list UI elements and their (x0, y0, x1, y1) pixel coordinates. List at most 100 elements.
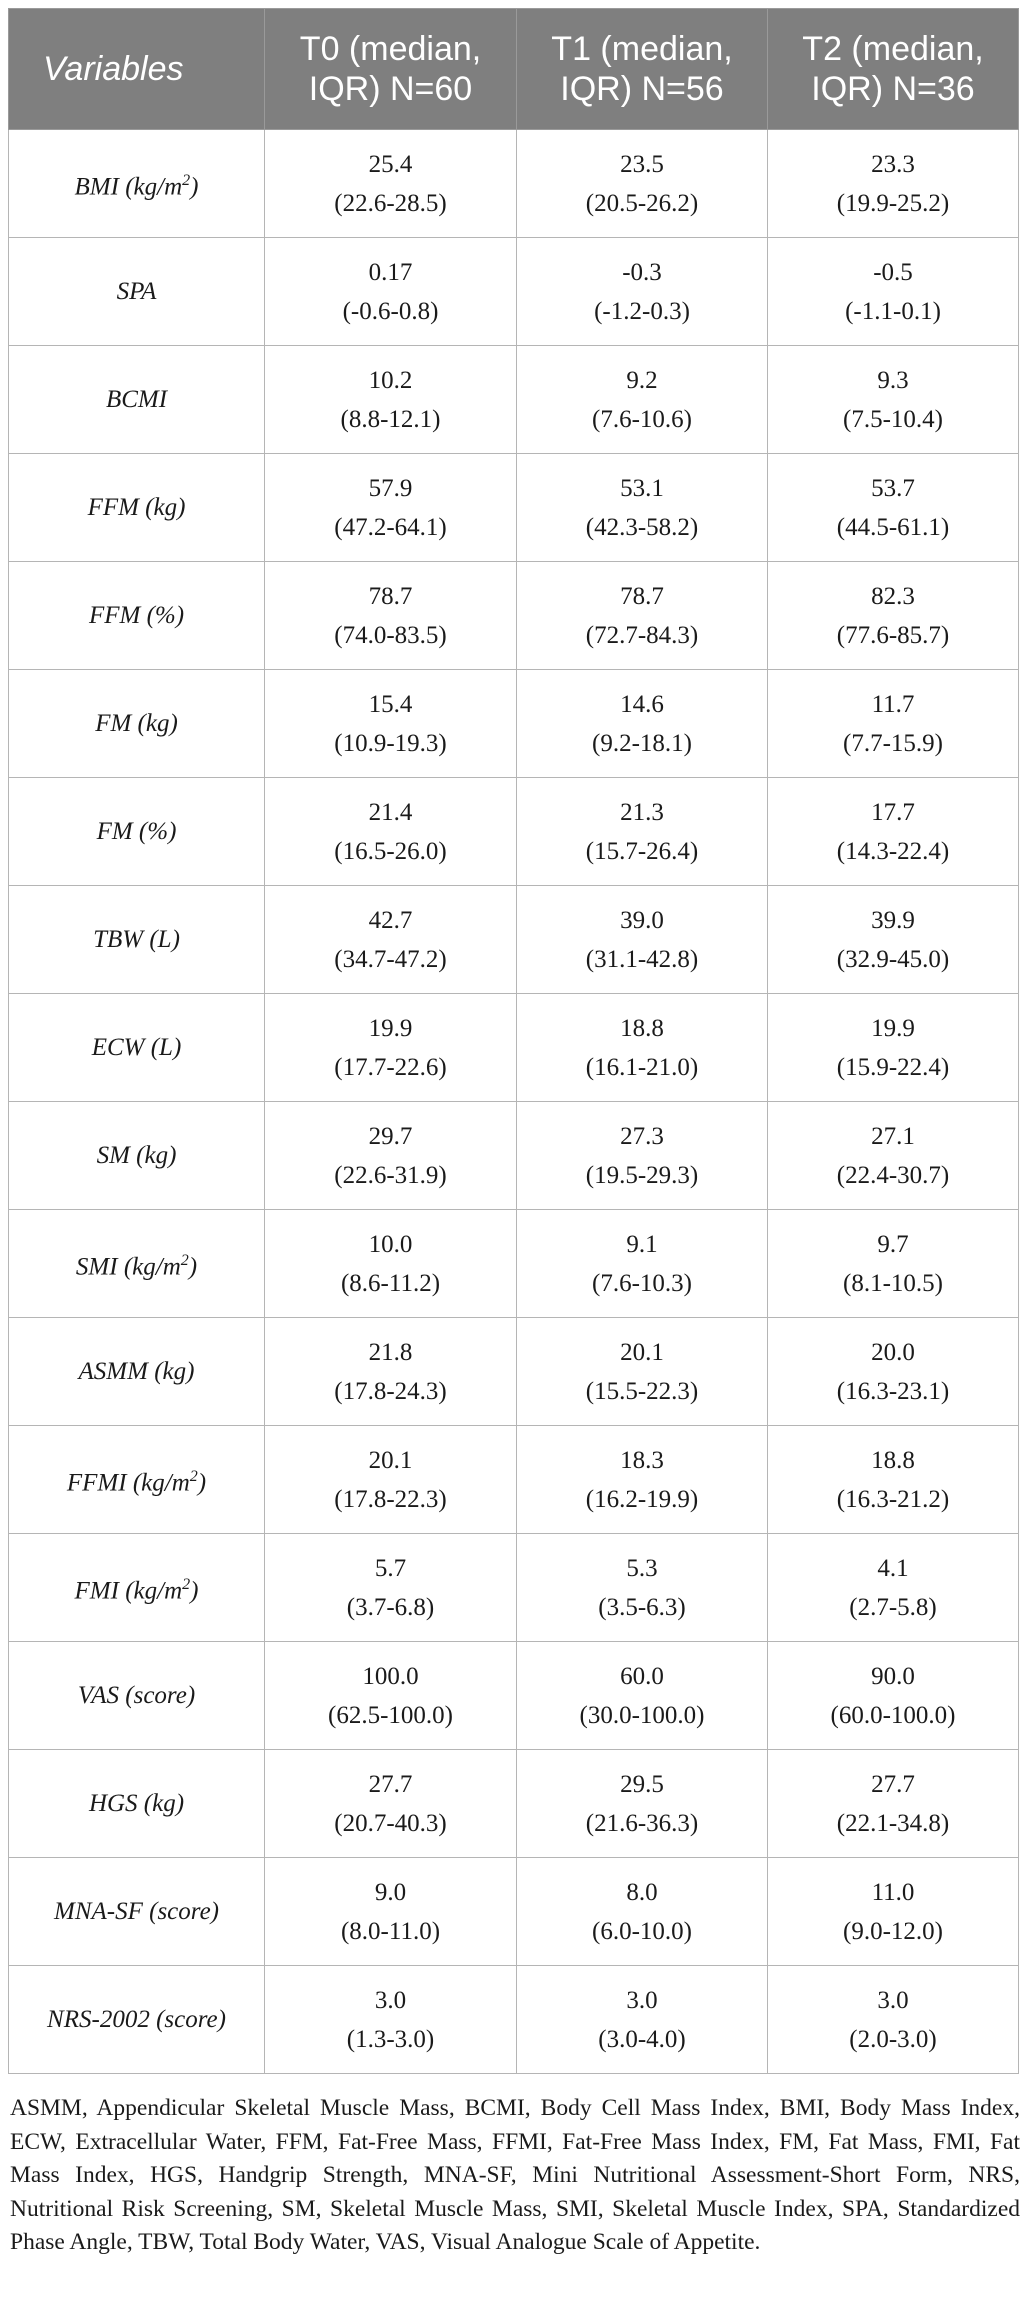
median-value: 11.0 (871, 1878, 915, 1906)
iqr-value: (17.8-24.3) (334, 1377, 447, 1405)
variable-cell: VAS (score) (8, 1641, 265, 1750)
variable-superscript: 2 (189, 1467, 198, 1485)
variable-label-end: ) (188, 1253, 198, 1281)
value-cell-t1: 5.3 (3.5-6.3) (516, 1533, 768, 1642)
iqr-value: (8.8-12.1) (340, 405, 441, 433)
value-cell-t1: 9.2 (7.6-10.6) (516, 345, 768, 454)
body-composition-table: Variables T0 (median, IQR) N=60 T1 (median,… (8, 8, 1019, 2074)
table-row: ECW (L) 19.9 (17.7-22.6) 18.8 (16.1-21.0) 19.… (8, 993, 1019, 1102)
iqr-value: (-0.6-0.8) (342, 297, 439, 325)
iqr-value: (8.0-11.0) (340, 1917, 441, 1945)
median-value: 9.2 (626, 366, 658, 394)
variable-label: FFM (kg) (87, 494, 186, 521)
iqr-value: (77.6-85.7) (836, 621, 950, 649)
median-value: 39.0 (620, 906, 664, 934)
value-cell-t0: 0.17 (-0.6-0.8) (264, 237, 517, 346)
value-cell-t1: 21.3 (15.7-26.4) (516, 777, 768, 886)
value-cell-t2: 9.3 (7.5-10.4) (767, 345, 1019, 454)
variable-cell: ECW (L) (8, 993, 265, 1102)
table-row: FM (%) 21.4 (16.5-26.0) 21.3 (15.7-26.4) 17.7… (8, 777, 1019, 886)
median-value: 4.1 (877, 1554, 909, 1582)
iqr-value: (74.0-83.5) (334, 621, 447, 649)
value-cell-t2: 18.8 (16.3-21.2) (767, 1425, 1019, 1534)
header-line: IQR) N=60 (308, 70, 473, 108)
variable-superscript: 2 (180, 1251, 189, 1269)
header-line: T0 (median, (299, 30, 482, 68)
iqr-value: (16.3-21.2) (836, 1485, 950, 1513)
iqr-value: (44.5-61.1) (836, 513, 950, 541)
value-cell-t1: 14.6 (9.2-18.1) (516, 669, 768, 778)
variable-label: VAS (score) (77, 1682, 196, 1709)
variable-label: SPA (116, 278, 157, 305)
median-value: 15.4 (368, 690, 413, 718)
value-cell-t0: 78.7 (74.0-83.5) (264, 561, 517, 670)
iqr-value: (20.7-40.3) (334, 1809, 447, 1837)
variable-cell: BCMI (8, 345, 265, 454)
median-value: 9.0 (374, 1878, 407, 1906)
value-cell-t1: 78.7 (72.7-84.3) (516, 561, 768, 670)
iqr-value: (62.5-100.0) (328, 1701, 453, 1729)
value-cell-t1: 18.3 (16.2-19.9) (516, 1425, 768, 1534)
value-cell-t0: 19.9 (17.7-22.6) (264, 993, 517, 1102)
value-cell-t0: 21.8 (17.8-24.3) (264, 1317, 517, 1426)
table-row: FFM (%) 78.7 (74.0-83.5) 78.7 (72.7-84.3) 82.… (8, 561, 1019, 670)
median-value: 39.9 (871, 906, 915, 934)
variable-cell: NRS-2002 (score) (8, 1965, 265, 2074)
median-value: 27.7 (368, 1770, 413, 1798)
value-cell-t2: 3.0 (2.0-3.0) (767, 1965, 1019, 2074)
variable-label-end: ) (190, 1577, 199, 1605)
median-value: 18.8 (871, 1446, 915, 1474)
value-cell-t2: 53.7 (44.5-61.1) (767, 453, 1019, 562)
median-value: 8.0 (626, 1878, 658, 1906)
header-line: IQR) N=36 (811, 70, 975, 108)
median-value: 9.7 (877, 1230, 909, 1258)
median-value: 53.1 (620, 474, 664, 502)
median-value: 20.0 (871, 1338, 915, 1366)
variable-label-end: ) (190, 173, 199, 201)
median-value: 9.3 (877, 366, 909, 394)
variable-cell: FMI (kg/m2) (8, 1533, 265, 1642)
value-cell-t0: 10.2 (8.8-12.1) (264, 345, 517, 454)
variable-cell: SM (kg) (8, 1101, 265, 1210)
value-cell-t2: 27.1 (22.4-30.7) (767, 1101, 1019, 1210)
iqr-value: (30.0-100.0) (579, 1701, 705, 1729)
variable-label: FM (%) (96, 818, 177, 845)
value-cell-t1: 9.1 (7.6-10.3) (516, 1209, 768, 1318)
variable-label: TBW (L) (93, 926, 180, 953)
value-cell-t0: 10.0 (8.6-11.2) (264, 1209, 517, 1318)
iqr-value: (7.7-15.9) (843, 729, 943, 757)
header-line: T2 (median, (802, 30, 984, 68)
variable-label: FM (kg) (95, 710, 178, 737)
median-value: 90.0 (871, 1662, 915, 1690)
variable-cell: TBW (L) (8, 885, 265, 994)
value-cell-t2: 27.7 (22.1-34.8) (767, 1749, 1019, 1858)
iqr-value: (-1.2-0.3) (594, 297, 690, 325)
value-cell-t2: 11.0 (9.0-12.0) (767, 1857, 1019, 1966)
median-value: 10.0 (368, 1230, 413, 1258)
value-cell-t1: 23.5 (20.5-26.2) (516, 129, 768, 238)
iqr-value: (8.1-10.5) (843, 1269, 943, 1297)
median-value: 27.1 (871, 1122, 915, 1150)
median-value: 57.9 (368, 474, 413, 502)
variable-label: MNA-SF (score) (54, 1898, 219, 1925)
median-value: 20.1 (620, 1338, 664, 1366)
iqr-value: (6.0-10.0) (592, 1917, 692, 1945)
median-value: 82.3 (871, 582, 915, 610)
table-row: SPA 0.17 (-0.6-0.8) -0.3 (-1.2-0.3) -0.5 (-1.1… (8, 237, 1019, 346)
iqr-value: (15.9-22.4) (836, 1053, 950, 1081)
median-value: 60.0 (620, 1662, 664, 1690)
value-cell-t1: 8.0 (6.0-10.0) (516, 1857, 768, 1966)
iqr-value: (17.7-22.6) (334, 1053, 447, 1081)
variable-label-end: ) (197, 1469, 207, 1497)
variable-cell: SPA (8, 237, 265, 346)
header-line: Variables (43, 50, 184, 88)
median-value: 29.7 (368, 1122, 413, 1150)
iqr-value: (19.5-29.3) (585, 1161, 699, 1189)
value-cell-t0: 21.4 (16.5-26.0) (264, 777, 517, 886)
table-row: FM (kg) 15.4 (10.9-19.3) 14.6 (9.2-18.1) 11.7… (8, 669, 1019, 778)
variable-label: BMI (kg/m (74, 173, 183, 201)
value-cell-t2: 39.9 (32.9-45.0) (767, 885, 1019, 994)
iqr-value: (10.9-19.3) (334, 729, 447, 757)
variable-cell: BMI (kg/m2) (8, 129, 265, 238)
iqr-value: (21.6-36.3) (585, 1809, 699, 1837)
